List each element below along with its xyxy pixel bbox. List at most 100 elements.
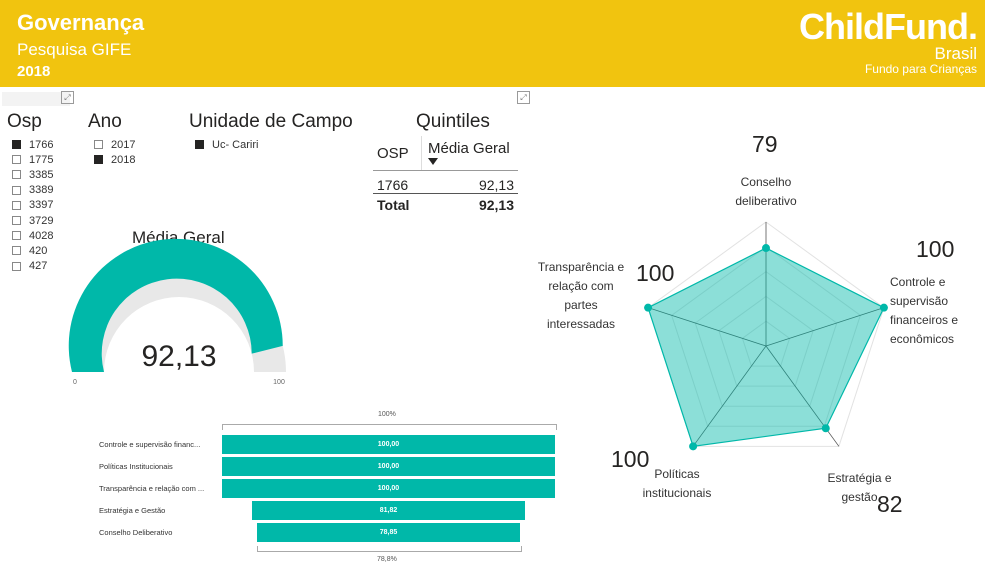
gauge-max-label: 100: [273, 379, 285, 386]
checkbox-icon[interactable]: [12, 170, 21, 180]
radar-grid-ring: [718, 295, 814, 387]
funnel-top-pct: 100%: [378, 411, 396, 418]
cell-osp: 1766: [377, 177, 409, 193]
radar-data-point: [879, 303, 888, 312]
radar-axis-label: Conselho deliberativo: [735, 175, 797, 208]
radar-axis-label: Transparência e relação com partes inter…: [537, 260, 625, 331]
radar-axis-line: [692, 345, 767, 447]
table-row: 1766 92,13: [373, 171, 518, 193]
slicer-item-osp[interactable]: 4028: [12, 228, 53, 243]
slicer-item-label: 3729: [29, 214, 54, 227]
funnel-bar[interactable]: 100,00: [222, 457, 555, 476]
slicer-title-osp: Osp: [7, 111, 42, 132]
slicer-item-unidade[interactable]: Uc- Cariri: [195, 137, 258, 152]
gauge-value: 92,13: [141, 340, 216, 373]
funnel-bottom-pct: 78,8%: [377, 556, 397, 563]
slicer-item-label: Uc- Cariri: [212, 138, 259, 151]
focus-bar: [2, 92, 70, 106]
slicer-item-osp[interactable]: 420: [12, 243, 53, 258]
radar-axis-label: Estratégia e gestão: [827, 471, 892, 504]
checkbox-icon[interactable]: [12, 246, 21, 256]
slicer-unidade: Uc- Cariri: [195, 137, 258, 152]
column-header-osp[interactable]: OSP: [377, 144, 409, 162]
report-header: Governança Pesquisa GIFE 2018 ChildFund.…: [0, 0, 985, 87]
slicer-item-label: 4028: [29, 229, 54, 242]
slicer-item-osp[interactable]: 3729: [12, 213, 53, 228]
funnel-bar-value: 100,00: [377, 485, 400, 492]
total-value: 92,13: [478, 197, 514, 213]
slicer-title-unidade: Unidade de Campo: [189, 111, 353, 132]
slicer-ano: 2017 2018: [94, 137, 135, 167]
checkbox-checked-icon[interactable]: [195, 140, 204, 150]
slicer-item-label: 427: [29, 260, 48, 273]
radar-grid-ring: [694, 270, 838, 407]
checkbox-icon[interactable]: [12, 231, 21, 241]
funnel-bar[interactable]: 100,00: [222, 479, 555, 498]
radar-axis-line: [765, 307, 885, 347]
report-title: Governança: [17, 10, 145, 35]
radar-axis-line: [647, 307, 767, 347]
radar-value-label: 82: [877, 491, 903, 517]
slicer-item-osp[interactable]: 3389: [12, 183, 53, 198]
total-label: Total: [377, 197, 410, 213]
gauge-min-label: 0: [73, 379, 77, 386]
radar-data-point: [762, 244, 770, 253]
funnel-bar[interactable]: 100,00: [222, 435, 555, 454]
funnel-top-bracket: [222, 424, 557, 430]
radar-series-area: [647, 247, 885, 447]
funnel-bar[interactable]: 78,85: [257, 523, 520, 542]
sort-desc-icon: [428, 158, 438, 165]
radar-value-label: 100: [611, 446, 650, 472]
slicer-item-osp[interactable]: 1775: [12, 152, 53, 167]
checkbox-icon[interactable]: [12, 261, 21, 271]
radar-axis-label: Controle e supervisão financeiros e econ…: [890, 275, 959, 346]
slicer-item-ano[interactable]: 2017: [94, 137, 135, 152]
focus-mode-icon[interactable]: ⤢: [61, 91, 74, 104]
column-header-media[interactable]: Média Geral: [421, 136, 518, 170]
funnel-bar-value: 100,00: [377, 463, 400, 470]
checkbox-icon[interactable]: [94, 140, 103, 150]
funnel-bar-value: 100,00: [377, 441, 400, 448]
logo-name: ChildFund.: [799, 6, 978, 47]
column-header-label: Média Geral: [428, 140, 510, 157]
checkbox-checked-icon[interactable]: [94, 155, 103, 165]
cell-value: 92,13: [478, 177, 514, 193]
table-total-row: Total 92,13: [373, 193, 518, 216]
radar-value-label: 100: [636, 260, 675, 286]
checkbox-icon[interactable]: [12, 155, 21, 165]
checkbox-icon[interactable]: [12, 185, 21, 195]
logo-tagline: Fundo para Crianças: [864, 62, 977, 76]
radar-data-point: [644, 303, 653, 312]
slicer-item-label: 3389: [29, 184, 54, 197]
report-year: 2018: [17, 63, 51, 80]
radar-value-label: 79: [752, 131, 778, 157]
table-title: Quintiles: [416, 111, 490, 132]
slicer-item-label: 420: [29, 244, 48, 257]
slicer-item-label: 1775: [29, 153, 54, 166]
funnel-bottom-bracket: [257, 546, 522, 552]
slicer-osp: 1766 1775 3385 3389 3397 3729 4028 420 427: [12, 137, 53, 274]
focus-mode-icon[interactable]: ⤢: [517, 91, 530, 104]
childfund-logo: ChildFund. Brasil Fundo para Crianças: [799, 6, 978, 77]
slicer-item-ano[interactable]: 2018: [94, 152, 135, 167]
report-subtitle: Pesquisa GIFE: [17, 40, 132, 59]
radar-axis-label: Políticas institucionais: [642, 467, 712, 500]
checkbox-checked-icon[interactable]: [12, 140, 21, 150]
slicer-item-osp[interactable]: 1766: [12, 137, 53, 152]
slicer-item-osp[interactable]: 3397: [12, 198, 53, 213]
radar-grid-ring: [671, 246, 861, 427]
checkbox-icon[interactable]: [12, 216, 21, 226]
slicer-title-ano: Ano: [88, 111, 122, 132]
slicer-item-label: 3397: [29, 199, 54, 212]
radar-grid-ring: [741, 320, 791, 367]
funnel-bar[interactable]: 81,82: [252, 501, 525, 520]
slicer-item-label: 3385: [29, 168, 54, 181]
slicer-item-osp[interactable]: 427: [12, 259, 53, 274]
slicer-item-osp[interactable]: 3385: [12, 167, 53, 182]
checkbox-icon[interactable]: [12, 200, 21, 210]
funnel-bar-value: 81,82: [379, 507, 398, 514]
slicer-item-label: 2017: [111, 138, 136, 151]
quintiles-table: OSP Média Geral 1766 92,13 Total 92,13: [373, 136, 518, 216]
